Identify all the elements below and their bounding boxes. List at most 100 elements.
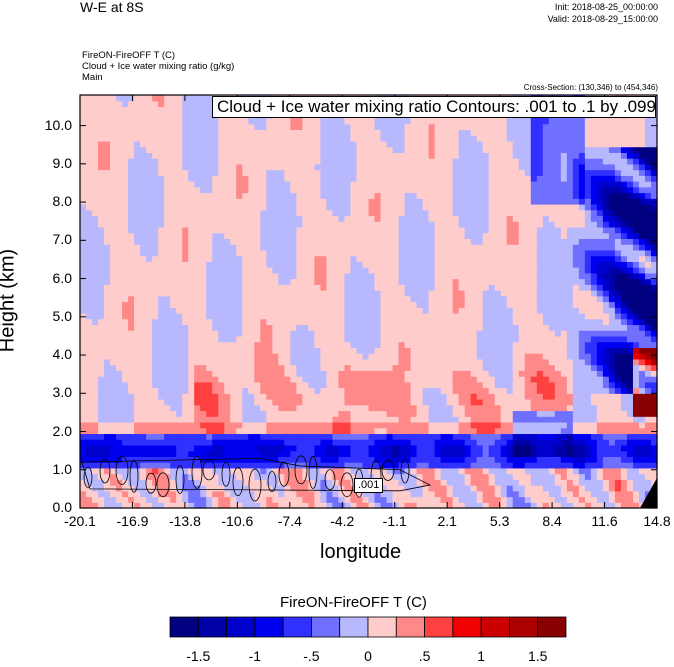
field-cell [128,312,135,320]
field-cell [338,421,346,429]
field-cell [416,502,424,509]
field-cell [320,175,328,182]
field-cell [482,439,490,446]
field-cell [146,295,153,303]
field-cell [338,358,346,366]
field-cell [344,473,352,480]
field-cell [488,444,496,452]
field-cell [284,278,291,285]
field-cell [416,186,424,194]
field-cell [122,370,129,377]
field-cell [116,175,123,182]
field-cell [206,479,213,486]
field-cell [416,278,424,285]
field-cell [476,341,484,348]
field-cell [206,399,213,406]
field-cell [260,444,267,452]
field-cell [374,244,382,251]
field-cell [188,427,195,435]
field-cell [158,249,165,257]
field-cell [368,335,376,343]
field-cell [272,135,279,142]
field-cell [152,232,159,240]
field-cell [176,433,183,440]
field-cell [194,272,201,280]
field-cell [458,307,466,314]
field-cell [158,467,165,475]
field-cell [116,221,123,228]
field-cell [176,318,183,326]
field-cell [158,198,165,205]
field-cell [320,462,328,469]
field-cell [92,158,99,165]
field-cell [128,158,135,165]
field-cell [308,347,316,354]
field-cell [86,175,93,182]
field-cell [326,439,334,446]
field-cell [434,244,442,251]
field-cell [380,135,388,142]
field-cell [134,393,141,400]
field-cell [404,312,412,320]
field-cell [182,203,189,211]
field-cell [92,496,99,503]
field-cell [380,341,388,348]
field-cell [488,117,496,125]
field-cell [278,410,285,417]
field-cell [116,198,123,205]
field-cell [206,232,213,240]
field-cell [86,215,93,222]
field-cell [134,376,141,383]
field-cell [434,427,442,435]
field-cell [476,244,484,251]
field-cell [152,496,159,503]
field-cell [452,364,460,371]
field-cell [488,307,496,314]
field-cell [278,255,285,262]
field-cell [176,290,183,297]
field-cell [488,290,496,297]
field-cell [146,479,153,486]
field-cell [398,341,406,348]
field-cell [260,324,267,331]
field-cell [242,473,249,480]
field-cell [188,416,195,423]
field-cell [470,163,478,171]
field-cell [398,393,406,400]
field-cell [236,444,243,452]
field-cell [404,376,412,383]
field-cell [164,324,171,331]
field-cell [476,152,484,159]
field-cell [350,301,358,308]
field-cell [482,490,490,498]
field-cell [488,158,496,165]
field-cell [176,244,183,251]
field-cell [284,312,291,320]
field-cell [266,146,273,153]
field-cell [122,249,129,257]
field-cell [404,404,412,412]
field-cell [230,467,237,475]
field-cell [230,238,237,245]
field-cell [410,284,418,291]
field-cell [188,399,195,406]
field-cell [158,353,165,360]
field-cell [212,129,219,136]
field-cell [434,444,442,452]
field-cell [272,312,279,320]
field-cell [152,221,159,228]
field-cell [272,146,279,153]
field-cell [284,335,291,343]
field-cell [464,203,472,211]
field-cell [350,479,358,486]
field-cell [140,490,147,498]
field-cell [338,387,346,394]
field-cell [458,387,466,394]
field-cell [314,169,322,176]
field-cell [272,272,279,280]
field-cell [374,381,382,389]
field-cell [494,410,502,417]
field-cell [170,255,177,262]
field-cell [278,444,285,452]
field-cell [422,198,430,205]
